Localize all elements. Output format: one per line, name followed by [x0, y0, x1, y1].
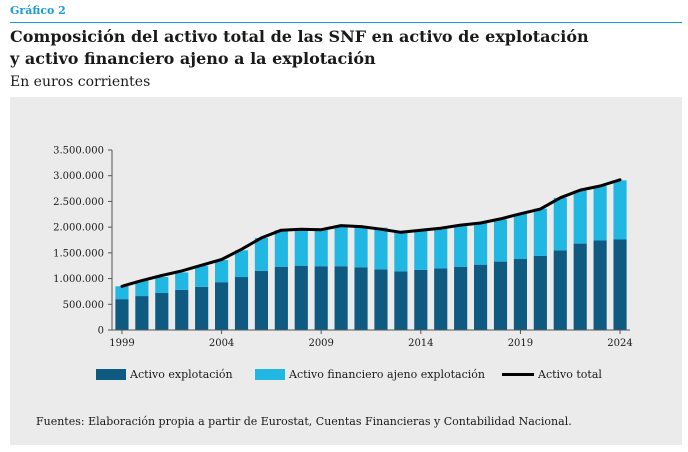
bar-financiero-2013: [394, 231, 408, 272]
legend: Activo explotación Activo financiero aje…: [96, 368, 602, 381]
bar-financiero-2000: [135, 280, 149, 297]
bar-explotacion-2005: [234, 277, 249, 330]
bar-explotacion-2004: [215, 282, 229, 330]
bar-explotacion-2012: [374, 269, 388, 330]
bar-explotacion-2018: [493, 261, 508, 330]
bar-explotacion-2002: [175, 289, 189, 330]
x-tick-label-2019: 2019: [508, 338, 533, 349]
bar-financiero-2011: [354, 226, 368, 268]
bar-financiero-2023: [593, 186, 607, 241]
bar-financiero-2017: [474, 223, 488, 265]
bar-financiero-2022: [573, 190, 587, 244]
bar-financiero-2007: [274, 230, 288, 267]
bar-financiero-2009: [314, 229, 328, 267]
line-layer: [120, 178, 622, 288]
bar-explotacion-2014: [414, 269, 428, 330]
bar-explotacion-2013: [394, 271, 408, 330]
y-tick-label-7: 3.500.000: [53, 146, 104, 157]
bar-financiero-2012: [374, 227, 388, 270]
bar-explotacion-2003: [195, 286, 209, 330]
legend-swatch-financiero: [255, 369, 285, 380]
bar-financiero-2004: [215, 260, 229, 283]
bar-explotacion-2023: [593, 240, 607, 330]
bar-financiero-2003: [195, 265, 209, 287]
bar-financiero-2020: [533, 208, 547, 256]
legend-label-total: Activo total: [537, 368, 602, 381]
bar-financiero-2002: [175, 272, 189, 290]
bar-financiero-2021: [553, 197, 567, 251]
source-note: Fuentes: Elaboración propia a partir de …: [36, 415, 572, 428]
bar-explotacion-1999: [115, 299, 129, 330]
bar-financiero-2001: [155, 277, 169, 293]
bar-financiero-2005: [234, 250, 249, 278]
bar-financiero-2024: [613, 180, 627, 240]
y-tick-label-3: 1.500.000: [53, 248, 104, 259]
axes-layer: 0 500.000 1.000.000 1.500.000 2.000.000 2.500…: [53, 146, 633, 350]
bar-explotacion-2019: [513, 259, 527, 330]
bar-explotacion-2017: [474, 264, 488, 330]
x-tick-label-2024: 2024: [607, 338, 632, 349]
bar-explotacion-2000: [135, 296, 149, 330]
bar-financiero-2014: [414, 230, 428, 270]
x-tick-label-1999: 1999: [109, 338, 134, 349]
y-tick-label-2: 1.000.000: [53, 274, 104, 285]
y-tick-label-0: 0: [98, 326, 104, 337]
chart-title: Composición del activo total de las SNF …: [10, 26, 680, 70]
bar-explotacion-2024: [613, 239, 627, 330]
bar-explotacion-2010: [334, 266, 348, 330]
y-tick-label-6: 3.000.000: [53, 171, 104, 182]
bar-financiero-2015: [434, 228, 448, 269]
bar-explotacion-2016: [454, 266, 468, 330]
bar-explotacion-2008: [294, 265, 308, 330]
bar-explotacion-2006: [254, 270, 268, 330]
bar-explotacion-2011: [354, 267, 368, 330]
bar-financiero-1999: [115, 286, 129, 300]
bar-financiero-2010: [334, 225, 348, 267]
bar-explotacion-2009: [314, 266, 328, 330]
line-activo-total: [120, 178, 622, 288]
bar-explotacion-2015: [434, 268, 448, 330]
legend-label-explotacion: Activo explotación: [129, 368, 233, 381]
legend-swatch-explotacion: [96, 369, 126, 380]
bar-explotacion-2020: [533, 255, 547, 330]
bar-explotacion-2007: [274, 266, 288, 330]
figure-label: Gráfico 2: [10, 4, 66, 17]
x-tick-label-2004: 2004: [209, 338, 234, 349]
chart-subtitle: En euros corrientes: [10, 74, 151, 90]
bar-explotacion-2021: [553, 250, 567, 330]
header-rule: [10, 22, 682, 23]
bar-financiero-2018: [493, 219, 508, 262]
legend-label-financiero: Activo financiero ajeno explotación: [288, 368, 485, 381]
x-tick-label-2009: 2009: [308, 338, 333, 349]
y-tick-label-1: 500.000: [63, 300, 104, 311]
y-tick-label-5: 2.500.000: [53, 197, 104, 208]
bar-financiero-2016: [454, 225, 468, 267]
chart-title-line-2: y activo financiero ajeno a la explotaci…: [10, 49, 376, 68]
bar-explotacion-2001: [155, 292, 169, 330]
bar-explotacion-2022: [573, 243, 587, 330]
bars-layer: [115, 180, 627, 330]
bar-financiero-2019: [513, 213, 527, 260]
x-tick-label-2014: 2014: [408, 338, 433, 349]
bar-financiero-2008: [294, 229, 308, 266]
bar-financiero-2006: [254, 237, 268, 271]
chart-title-line-1: Composición del activo total de las SNF …: [10, 27, 589, 46]
y-tick-label-4: 2.000.000: [53, 223, 104, 234]
